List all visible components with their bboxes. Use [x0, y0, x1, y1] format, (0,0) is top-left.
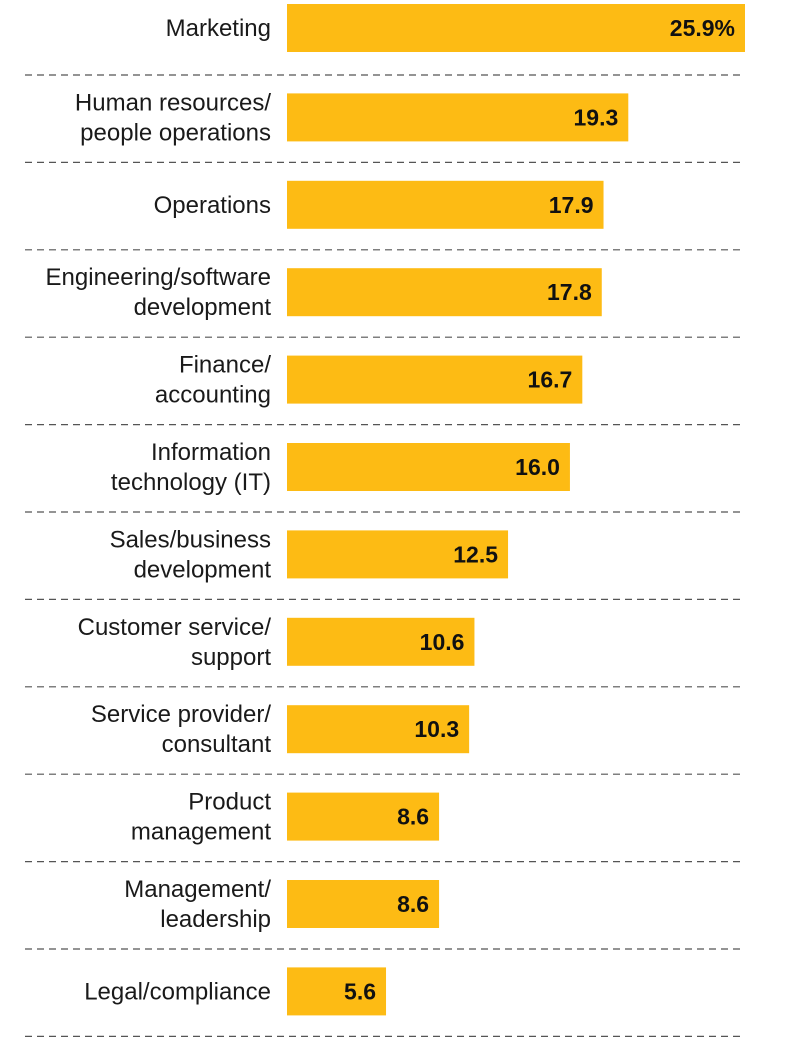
category-label-0: Marketing [166, 15, 271, 42]
bar-7 [287, 617, 475, 666]
category-label-line: accounting [155, 382, 271, 409]
category-label-7: Customer service/support [78, 614, 272, 671]
category-label-line: people operations [80, 119, 271, 146]
category-label-line: Information [151, 439, 271, 466]
category-label-line: Management/ [124, 876, 271, 903]
category-label-6: Sales/business development [110, 526, 272, 583]
value-label-3: 17.8 [547, 279, 592, 305]
value-label-1: 19.3 [574, 104, 619, 130]
category-label-line: Sales/business [110, 526, 271, 553]
value-label-4: 16.7 [528, 367, 573, 393]
category-label-line: Engineering/software [46, 264, 271, 291]
category-label-line: leadership [160, 906, 271, 933]
value-label-9: 8.6 [397, 804, 429, 830]
category-label-line: consultant [162, 731, 272, 758]
value-label-10: 8.6 [397, 891, 429, 917]
bar-10 [287, 880, 440, 928]
category-label-line: Service provider/ [91, 701, 271, 728]
bar-11 [287, 967, 387, 1016]
row-separators [25, 74, 745, 1038]
bar-1 [287, 93, 629, 142]
bar-2 [287, 180, 604, 229]
category-label-line: development [134, 294, 272, 321]
bar-3 [287, 268, 602, 317]
category-label-line: development [134, 556, 272, 583]
category-label-line: Finance/ [179, 352, 271, 379]
category-label-line: management [131, 819, 271, 846]
bar-9 [287, 792, 440, 841]
category-label-line: Product [188, 789, 271, 816]
category-label-2: Operations [154, 192, 271, 219]
value-label-6: 12.5 [453, 541, 498, 567]
category-label-8: Service provider/consultant [91, 701, 271, 758]
category-label-11: Legal/compliance [84, 978, 271, 1005]
bar-0 [287, 4, 745, 52]
category-label-9: Product management [131, 789, 271, 846]
category-label-5: Information technology (IT) [111, 439, 271, 496]
value-label-7: 10.6 [420, 629, 465, 655]
category-labels: Marketing Human resources/people operatio… [46, 15, 272, 1005]
category-label-line: Operations [154, 192, 271, 219]
category-label-1: Human resources/people operations [75, 89, 271, 146]
category-label-line: technology (IT) [111, 469, 271, 496]
bars-group [287, 4, 745, 1016]
value-label-0: 25.9% [670, 15, 735, 41]
value-label-5: 16.0 [515, 454, 560, 480]
bar-6 [287, 530, 509, 579]
value-labels: 25.9% 19.3 17.9 17.8 16.7 16.0 12.5 10.6 10.3 8.6… [344, 15, 735, 1004]
value-label-11: 5.6 [344, 978, 376, 1004]
category-label-3: Engineering/software development [46, 264, 272, 321]
category-label-line: Human resources/ [75, 89, 271, 116]
bar-8 [287, 705, 470, 754]
category-label-line: Legal/compliance [84, 978, 271, 1005]
category-label-line: Customer service/ [78, 614, 272, 641]
value-label-8: 10.3 [414, 716, 459, 742]
value-label-2: 17.9 [549, 192, 594, 218]
bar-5 [287, 443, 570, 491]
category-label-line: support [191, 644, 271, 671]
category-label-4: Finance/accounting [155, 352, 271, 409]
category-label-line: Marketing [166, 15, 271, 42]
bar-4 [287, 355, 583, 404]
category-label-10: Management/leadership [124, 876, 271, 933]
